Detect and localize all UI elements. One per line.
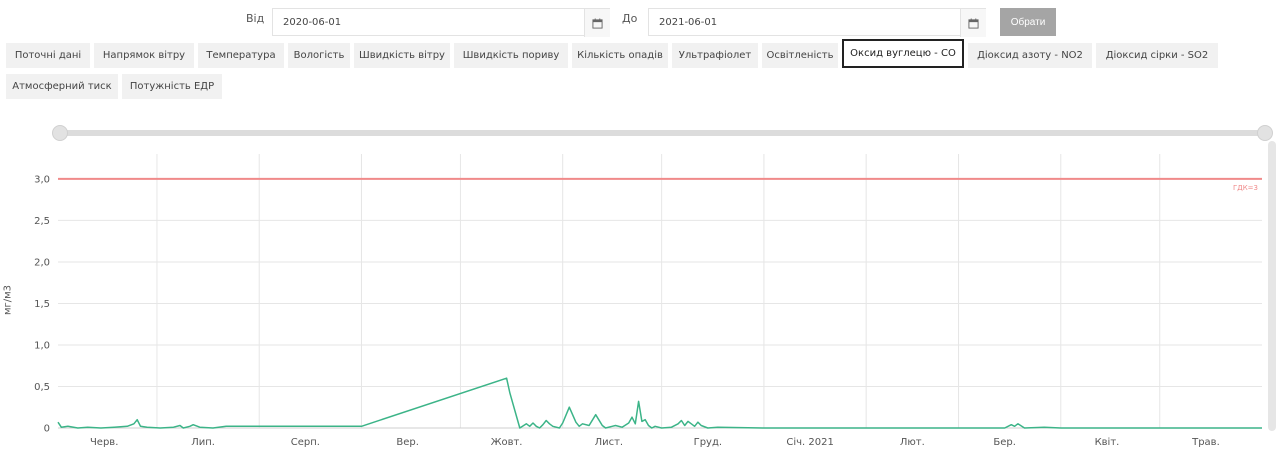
threshold-label: ГДК=3 — [1233, 184, 1258, 192]
co-series-line — [57, 377, 1262, 429]
to-date-input[interactable]: 2021-06-01 — [648, 8, 986, 37]
y-tick-label: 2,5 — [34, 216, 50, 227]
date-filter-row: Від 2020-06-01 До 2021-06-01 Обрати — [0, 8, 1283, 37]
to-date-value: 2021-06-01 — [659, 17, 718, 28]
y-tick-label: 0 — [44, 424, 50, 435]
range-slider-track[interactable] — [60, 130, 1265, 136]
y-tick-label: 1,5 — [34, 299, 50, 310]
x-tick-label: Бер. — [993, 437, 1016, 448]
x-tick-label: Груд. — [694, 437, 722, 448]
to-calendar-button[interactable] — [960, 9, 986, 37]
y-tick-label: 3,0 — [34, 174, 50, 185]
x-tick-label: Лип. — [191, 437, 215, 448]
x-tick-label: Лют. — [900, 437, 925, 448]
x-tick-label: Січ. 2021 — [786, 436, 833, 448]
tab-temperature[interactable]: Температура — [198, 43, 284, 68]
from-label: Від — [246, 12, 265, 25]
tab-sulfur-dioxide[interactable]: Діоксид сірки - SO2 — [1096, 43, 1218, 68]
x-axis-ticks: Черв. Лип. Серп. Вер. Жовт. Лист. Груд. Січ. 20… — [90, 436, 1220, 448]
tab-radiation-dose[interactable]: Потужність ЕДР — [122, 74, 222, 99]
tab-wind-speed[interactable]: Швидкість вітру — [354, 43, 450, 68]
y-tick-label: 0,5 — [34, 382, 50, 393]
from-calendar-button[interactable] — [584, 9, 610, 37]
range-slider-right-handle[interactable] — [1257, 125, 1273, 141]
x-tick-label: Жовт. — [491, 437, 523, 448]
tab-precipitation[interactable]: Кількість опадів — [572, 43, 668, 68]
y-axis-ticks: 0 0,5 1,0 1,5 2,0 2,5 3,0 — [34, 174, 50, 434]
chart-grid — [58, 154, 1262, 429]
tab-wind-direction[interactable]: Напрямок вітру — [94, 43, 194, 68]
x-tick-label: Лист. — [595, 437, 624, 448]
tab-gust-speed[interactable]: Швидкість пориву — [454, 43, 568, 68]
tab-atmospheric-pressure[interactable]: Атмосферний тиск — [6, 74, 118, 99]
range-slider-left-handle[interactable] — [52, 125, 68, 141]
tab-illuminance[interactable]: Освітленість — [762, 43, 838, 68]
y-tick-label: 1,0 — [34, 340, 50, 351]
x-tick-label: Вер. — [396, 437, 419, 448]
x-tick-label: Черв. — [90, 437, 118, 448]
from-date-input[interactable]: 2020-06-01 — [272, 8, 610, 37]
tab-current-data[interactable]: Поточні дані — [6, 43, 90, 68]
to-label: До — [622, 12, 638, 25]
x-tick-label: Квіт. — [1095, 436, 1120, 448]
from-date-value: 2020-06-01 — [283, 17, 342, 28]
tab-carbon-monoxide[interactable]: Оксид вуглецю - CO — [842, 39, 964, 68]
x-tick-label: Серп. — [291, 437, 320, 448]
tab-humidity[interactable]: Вологість — [288, 43, 350, 68]
y-tick-label: 2,0 — [34, 257, 50, 268]
tab-ultraviolet[interactable]: Ультрафіолет — [672, 43, 758, 68]
tab-nitrogen-dioxide[interactable]: Діоксид азоту - NO2 — [968, 43, 1092, 68]
submit-button[interactable]: Обрати — [1000, 8, 1056, 36]
vertical-range-slider[interactable] — [1268, 141, 1276, 431]
co-concentration-chart: 0 0,5 1,0 1,5 2,0 2,5 3,0 Черв. Лип. Серп. Вер. Жо… — [34, 154, 1262, 448]
x-tick-label: Трав. — [1191, 437, 1220, 448]
calendar-icon — [968, 17, 979, 29]
calendar-icon — [592, 17, 603, 29]
y-axis-label: мг/м3 — [2, 284, 14, 316]
